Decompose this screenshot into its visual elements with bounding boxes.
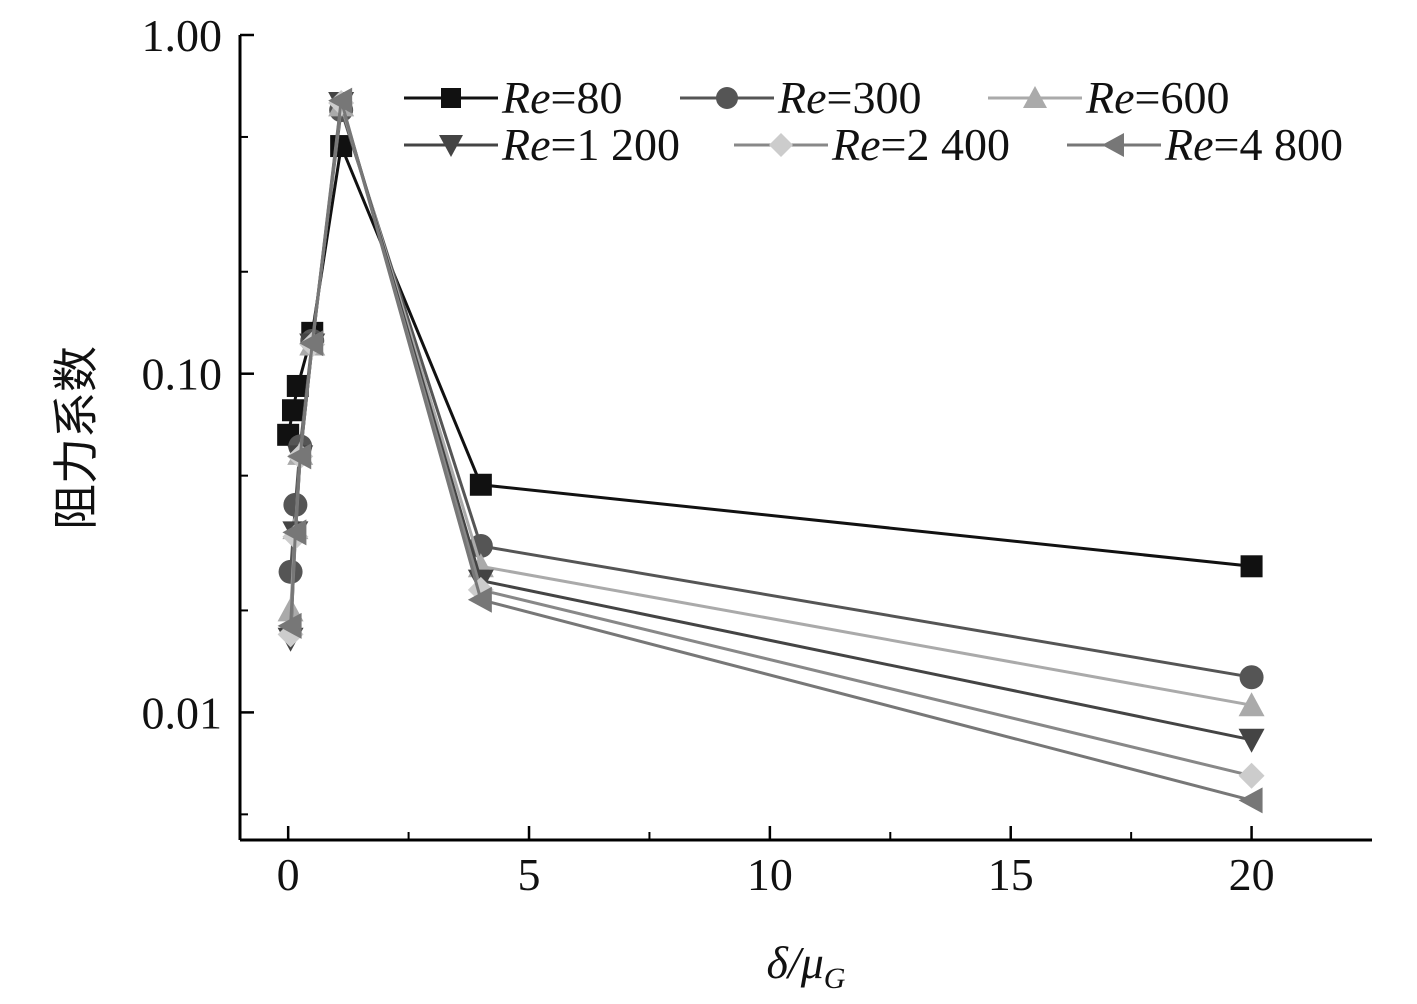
legend-swatch-marker [769, 133, 793, 157]
legend-label-prefix: Re [777, 72, 827, 123]
data-point [469, 473, 492, 496]
legend-swatch-marker [1102, 133, 1124, 157]
axes [238, 35, 1372, 842]
legend-label-prefix: Re [831, 119, 881, 170]
data-point [281, 399, 304, 422]
legend-label-value: =1 200 [551, 119, 680, 170]
data-point [328, 87, 353, 114]
x-tick-label: 10 [747, 849, 793, 900]
y-tick-label: 1.00 [142, 10, 223, 61]
series-line [289, 109, 1252, 679]
series-1 [277, 135, 1263, 578]
legend-label-value: =600 [1135, 72, 1230, 123]
x-tick-label: 20 [1229, 849, 1275, 900]
series-layer [277, 87, 1265, 814]
legend-item-4: Re=1 200 [404, 119, 680, 170]
x-axis-title: δ/μG [767, 937, 846, 995]
legend-label-prefix: Re [501, 72, 551, 123]
legend-label-prefix: Re [1085, 72, 1135, 123]
y-tick-label: 0.01 [142, 687, 223, 738]
series-line [289, 102, 1252, 742]
data-point [282, 519, 307, 546]
legend-swatch-marker [439, 135, 463, 157]
legend-item-6: Re=4 800 [1067, 119, 1343, 170]
legend-swatch-marker [716, 87, 738, 109]
legend-label-value: =4 800 [1214, 119, 1343, 170]
y-axis-title: 阻力系数 [51, 346, 102, 530]
legend-label-prefix: Re [1164, 119, 1214, 170]
x-tick-label: 0 [277, 849, 300, 900]
legend-label-prefix: Re [501, 119, 551, 170]
legend-label: Re=300 [777, 72, 921, 123]
x-axis-title-main: δ/μ [767, 937, 824, 988]
series-line [289, 100, 1252, 802]
legend-label: Re=80 [501, 72, 622, 123]
data-point [468, 533, 493, 558]
data-point [1238, 762, 1265, 789]
data-point [1238, 728, 1265, 753]
ticks: 0 5 10 15 20 0.01 0.10 1.00 [142, 10, 1275, 900]
y-tick-label: 0.10 [142, 349, 223, 400]
data-point [283, 492, 308, 517]
legend-label: Re=600 [1085, 72, 1229, 123]
series-line [286, 140, 1252, 568]
data-point [277, 612, 302, 639]
legend-swatch-marker [1023, 86, 1047, 108]
data-point [467, 586, 492, 613]
legend-label-value: =300 [827, 72, 922, 123]
data-point [1239, 665, 1264, 690]
legend-item-1: Re=80 [404, 72, 622, 123]
x-tick-label: 5 [518, 849, 541, 900]
legend-label: Re=2 400 [831, 119, 1010, 170]
data-point [1238, 692, 1265, 717]
legend-label-value: =80 [551, 72, 623, 123]
data-point [286, 374, 309, 397]
legend-label: Re=4 800 [1164, 119, 1343, 170]
legend-item-3: Re=600 [988, 72, 1229, 123]
x-tick-label: 15 [988, 849, 1034, 900]
series-6 [277, 87, 1263, 814]
series-5 [277, 89, 1265, 789]
data-point [1240, 555, 1263, 578]
legend-item-2: Re=300 [680, 72, 921, 123]
legend-label-value: =2 400 [881, 119, 1010, 170]
x-axis-title-sub: G [824, 962, 846, 995]
legend-swatch-marker [441, 88, 461, 108]
data-point [1238, 787, 1263, 814]
legend-label: Re=1 200 [501, 119, 680, 170]
data-point [287, 443, 312, 470]
data-point [299, 330, 324, 357]
axis-titles: δ/μG 阻力系数 [51, 346, 846, 995]
legend-item-5: Re=2 400 [734, 119, 1010, 170]
data-point [278, 559, 303, 584]
